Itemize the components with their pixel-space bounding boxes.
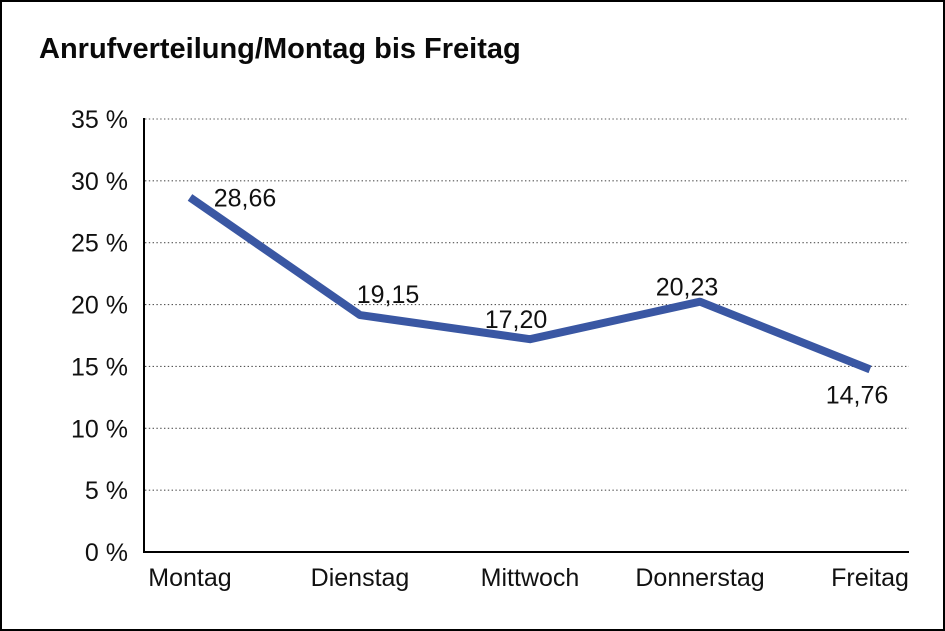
x-tick-label: Freitag: [831, 564, 909, 592]
y-tick-label: 10 %: [71, 415, 128, 443]
y-tick-label: 30 %: [71, 168, 128, 196]
y-tick-label: 15 %: [71, 353, 128, 381]
y-tick-label: 0 %: [85, 539, 128, 567]
value-label: 28,66: [214, 184, 277, 212]
x-tick-label: Montag: [148, 564, 231, 592]
y-tick-label: 20 %: [71, 292, 128, 320]
value-label: 14,76: [826, 381, 889, 409]
chart-title: Anrufverteilung/Montag bis Freitag: [39, 33, 521, 65]
x-tick-label: Mittwoch: [481, 564, 580, 592]
value-label: 19,15: [357, 281, 420, 309]
data-series-line: [187, 194, 872, 374]
x-tick-label: Donnerstag: [635, 564, 764, 592]
y-tick-label: 5 %: [85, 477, 128, 505]
value-label: 20,23: [656, 274, 719, 302]
y-tick-label: 35 %: [71, 106, 128, 134]
value-label: 17,20: [485, 306, 548, 334]
x-tick-label: Dienstag: [311, 564, 410, 592]
y-tick-label: 25 %: [71, 230, 128, 258]
